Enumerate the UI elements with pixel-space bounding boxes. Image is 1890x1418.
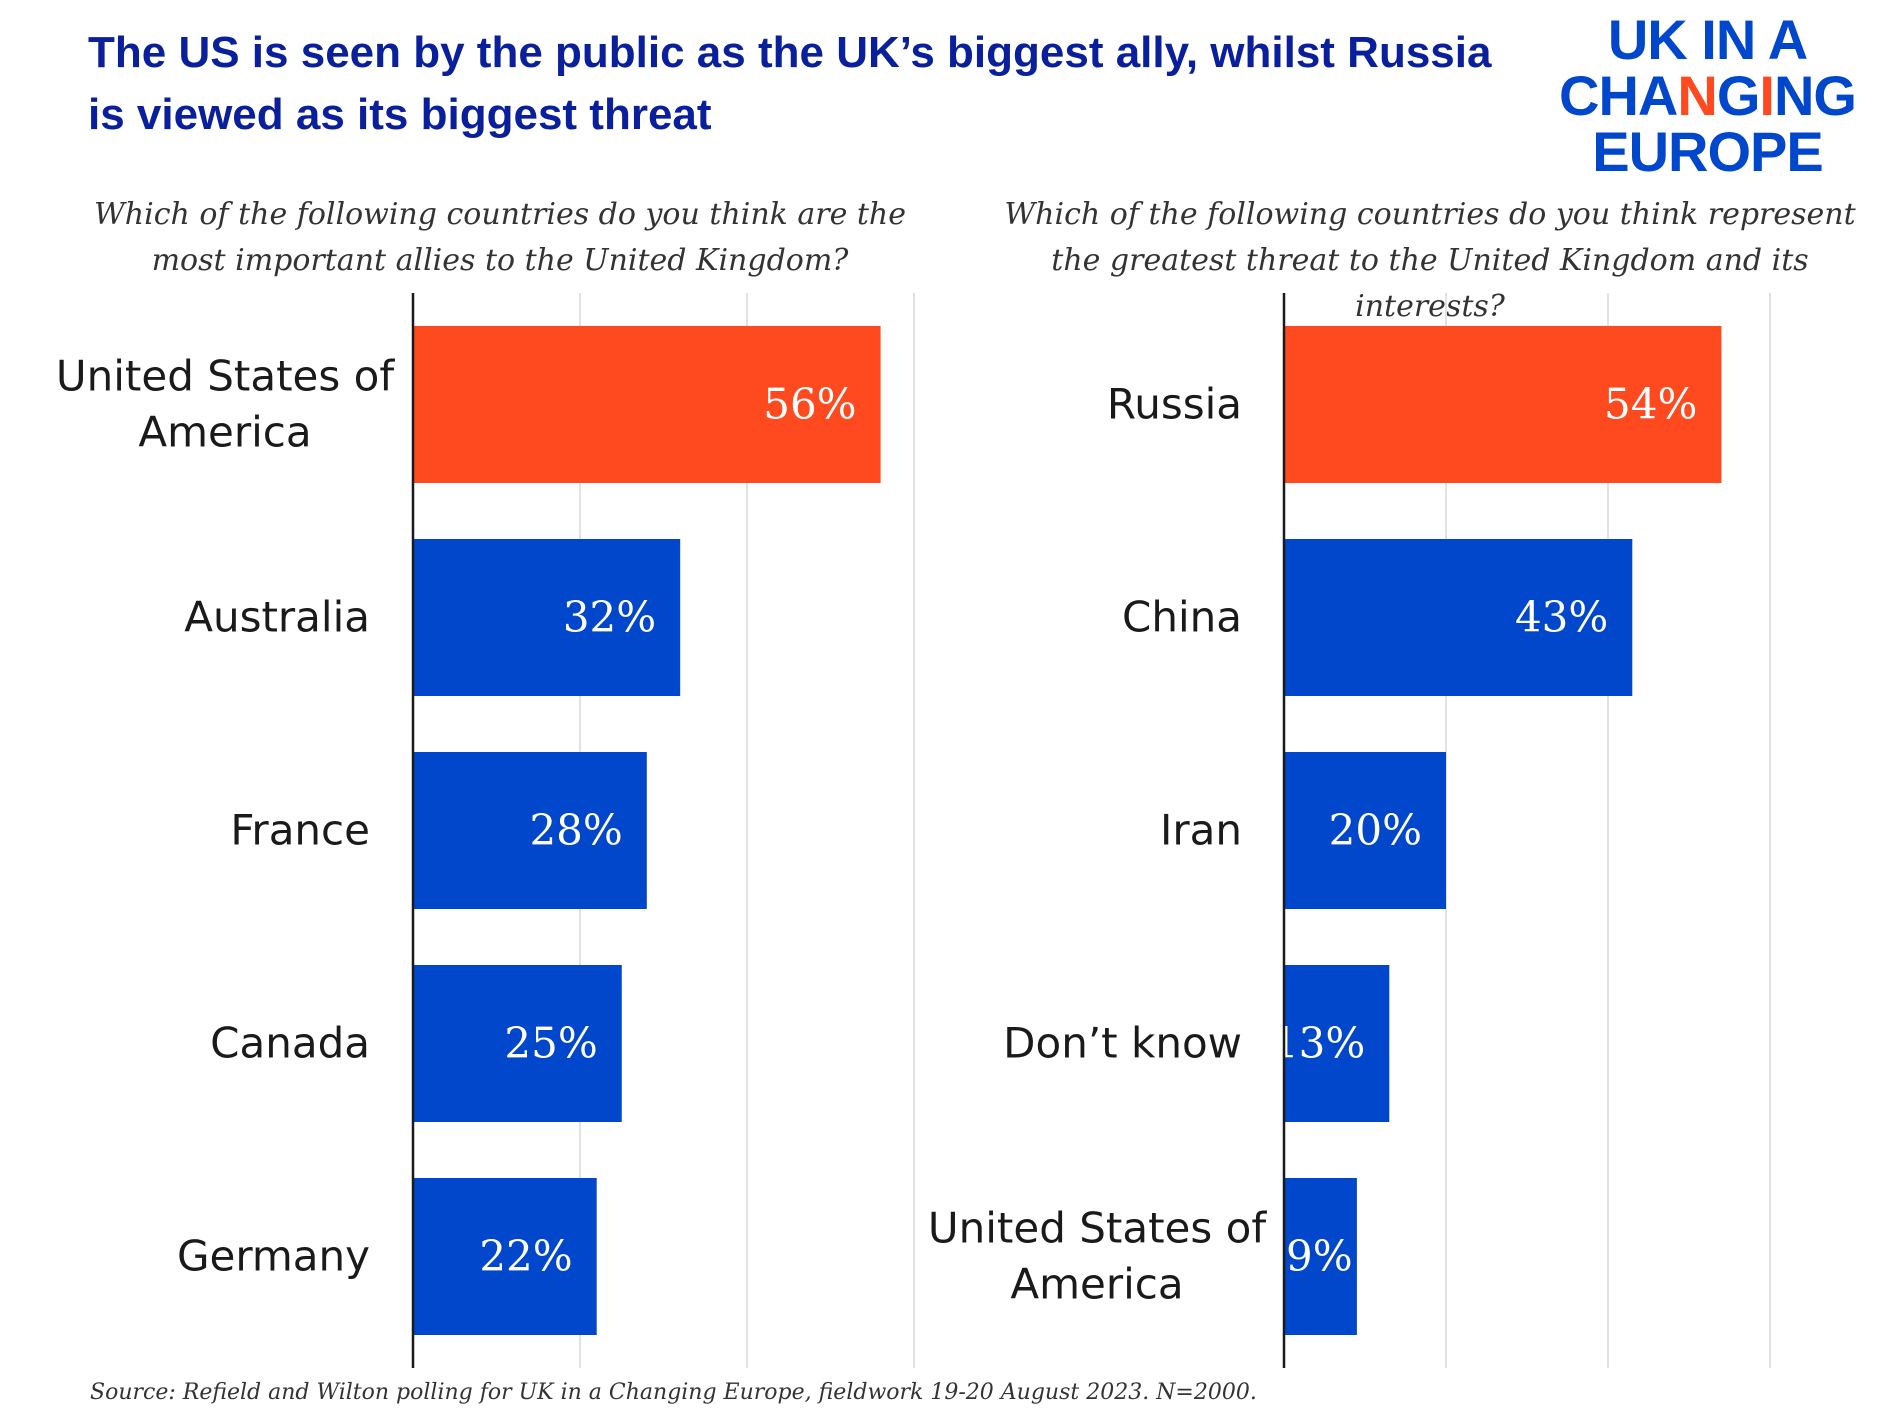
threats-value-label-3: 13% [1272, 1019, 1365, 1068]
allies-value-label-0: 56% [763, 380, 856, 429]
allies-value-label-3: 25% [504, 1019, 597, 1068]
allies-category-label-2: France [230, 806, 370, 855]
threats-category-label-0: Russia [1107, 380, 1242, 429]
allies-question: Which of the following countries do you … [93, 197, 907, 278]
allies-category-label-3: Canada [210, 1019, 370, 1068]
threats-question: Which of the following countries do you … [1004, 197, 1856, 324]
threats-category-label-1: China [1122, 593, 1242, 642]
allies-bar-3 [413, 965, 622, 1122]
threats-bar-3 [1284, 965, 1390, 1122]
threats-bar-0 [1284, 326, 1722, 483]
threats-category-label-2: Iran [1160, 806, 1242, 855]
allies-category-label-1: Australia [184, 593, 370, 642]
allies-category-label-4: Germany [177, 1232, 370, 1281]
threats-value-label-1: 43% [1515, 593, 1608, 642]
threats-category-label-4: United States of America [928, 1204, 1267, 1309]
threats-category-label-3: Don’t know [1003, 1019, 1242, 1068]
threats-value-label-0: 54% [1604, 380, 1697, 429]
threats-value-label-2: 20% [1329, 806, 1422, 855]
threats-bar-4 [1284, 1178, 1357, 1335]
logo-line-2: CHANGING [1559, 64, 1857, 127]
allies-value-label-1: 32% [563, 593, 656, 642]
allies-value-label-4: 22% [479, 1232, 572, 1281]
page-title: The US is seen by the public as the UK’s… [88, 28, 1492, 139]
source-note: Source: Refield and Wilton polling for U… [90, 1380, 1257, 1405]
uk-in-a-changing-europe-logo: UK IN A CHANGING EUROPE [1535, 12, 1880, 180]
threats-bar-1 [1284, 539, 1633, 696]
threats-value-label-4: 9% [1286, 1232, 1353, 1281]
allies-bar-2 [413, 752, 647, 909]
logo-line-1: UK IN A [1607, 8, 1808, 71]
threats-bar-2 [1284, 752, 1446, 909]
allies-category-label-0: United States of America [56, 352, 395, 457]
allies-bar-1 [413, 539, 681, 696]
allies-value-label-2: 28% [529, 806, 622, 855]
logo-line-3: EUROPE [1592, 120, 1824, 183]
allies-bar-4 [413, 1178, 597, 1335]
allies-bar-0 [413, 326, 881, 483]
